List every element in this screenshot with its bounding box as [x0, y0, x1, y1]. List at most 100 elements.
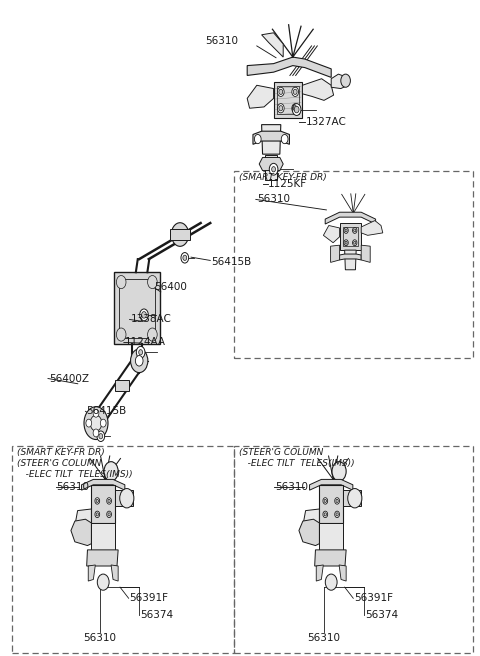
Polygon shape: [340, 254, 361, 260]
Bar: [119, 279, 155, 338]
Text: (STEER'G COLUMN: (STEER'G COLUMN: [239, 448, 323, 457]
Bar: [343, 227, 358, 246]
Text: 56400: 56400: [155, 282, 187, 293]
Circle shape: [292, 104, 299, 113]
Polygon shape: [71, 519, 91, 546]
Circle shape: [148, 328, 157, 341]
Bar: [91, 523, 115, 550]
Circle shape: [293, 106, 297, 111]
Bar: [265, 155, 277, 180]
Text: 1125KF: 1125KF: [268, 178, 307, 189]
Circle shape: [93, 409, 99, 417]
Circle shape: [84, 407, 108, 440]
Circle shape: [335, 498, 339, 504]
Polygon shape: [262, 33, 283, 57]
Polygon shape: [302, 79, 334, 100]
Text: 56310: 56310: [275, 482, 308, 492]
Polygon shape: [315, 550, 346, 566]
Circle shape: [120, 489, 134, 508]
Circle shape: [97, 574, 109, 590]
Text: 56391F: 56391F: [354, 593, 393, 604]
Text: 56374: 56374: [140, 610, 173, 621]
Circle shape: [281, 134, 288, 144]
Text: 56310: 56310: [308, 632, 340, 643]
Polygon shape: [87, 550, 118, 566]
Polygon shape: [343, 490, 361, 506]
Circle shape: [93, 429, 99, 437]
Text: 56310: 56310: [57, 482, 90, 492]
Circle shape: [341, 74, 350, 87]
Polygon shape: [345, 250, 356, 270]
Circle shape: [335, 511, 339, 518]
Circle shape: [171, 222, 189, 246]
Polygon shape: [76, 509, 91, 528]
Circle shape: [107, 498, 111, 504]
Circle shape: [116, 276, 126, 289]
Circle shape: [352, 239, 357, 245]
Bar: [274, 82, 302, 118]
Circle shape: [100, 419, 106, 427]
Circle shape: [325, 574, 337, 590]
Polygon shape: [361, 220, 383, 236]
Text: 56310: 56310: [257, 194, 290, 205]
Circle shape: [336, 513, 338, 516]
Circle shape: [292, 87, 299, 96]
Circle shape: [269, 163, 278, 175]
Text: -ELEC TILT  TELES(IMS)): -ELEC TILT TELES(IMS)): [17, 470, 132, 480]
Polygon shape: [310, 480, 353, 490]
Circle shape: [354, 229, 356, 232]
Polygon shape: [331, 74, 348, 89]
Circle shape: [354, 241, 356, 244]
Circle shape: [136, 346, 145, 358]
Polygon shape: [331, 245, 340, 262]
Circle shape: [272, 167, 276, 172]
Circle shape: [323, 511, 328, 518]
Circle shape: [293, 89, 297, 94]
Circle shape: [90, 415, 102, 431]
Text: (SMART KEY-FR DR): (SMART KEY-FR DR): [239, 173, 326, 182]
Polygon shape: [304, 509, 319, 528]
Circle shape: [292, 104, 301, 115]
Circle shape: [131, 349, 148, 373]
Polygon shape: [299, 519, 319, 546]
Circle shape: [352, 228, 357, 234]
Polygon shape: [339, 565, 346, 581]
Circle shape: [96, 499, 98, 502]
Bar: [114, 272, 159, 344]
Bar: [319, 485, 343, 523]
Circle shape: [95, 498, 100, 504]
Text: (SMART KEY-FR DR): (SMART KEY-FR DR): [17, 448, 105, 457]
Circle shape: [108, 513, 110, 516]
Text: 56310: 56310: [84, 632, 116, 643]
Circle shape: [294, 106, 299, 113]
Polygon shape: [361, 245, 370, 262]
Circle shape: [86, 419, 92, 427]
Circle shape: [116, 328, 126, 341]
Text: -ELEC TILT  TELES(IMS)): -ELEC TILT TELES(IMS)): [239, 459, 354, 468]
Circle shape: [104, 462, 118, 481]
Text: 56415B: 56415B: [211, 257, 252, 268]
Polygon shape: [88, 565, 96, 581]
Bar: [277, 86, 299, 114]
Bar: [115, 380, 129, 391]
Circle shape: [348, 489, 362, 508]
Circle shape: [277, 87, 284, 96]
Circle shape: [254, 134, 261, 144]
Text: (STEER'G COLUMN: (STEER'G COLUMN: [17, 459, 101, 468]
Text: 56415B: 56415B: [86, 406, 127, 417]
Bar: [340, 223, 361, 250]
Circle shape: [183, 255, 187, 260]
Polygon shape: [262, 125, 281, 154]
Circle shape: [279, 106, 283, 111]
Circle shape: [99, 434, 103, 439]
Bar: [91, 485, 115, 523]
Circle shape: [139, 350, 143, 355]
Circle shape: [135, 356, 143, 366]
Polygon shape: [247, 85, 274, 108]
Circle shape: [142, 312, 146, 318]
Polygon shape: [253, 131, 289, 144]
Circle shape: [279, 89, 283, 94]
Circle shape: [108, 499, 110, 502]
Circle shape: [345, 241, 347, 244]
Circle shape: [344, 239, 348, 245]
